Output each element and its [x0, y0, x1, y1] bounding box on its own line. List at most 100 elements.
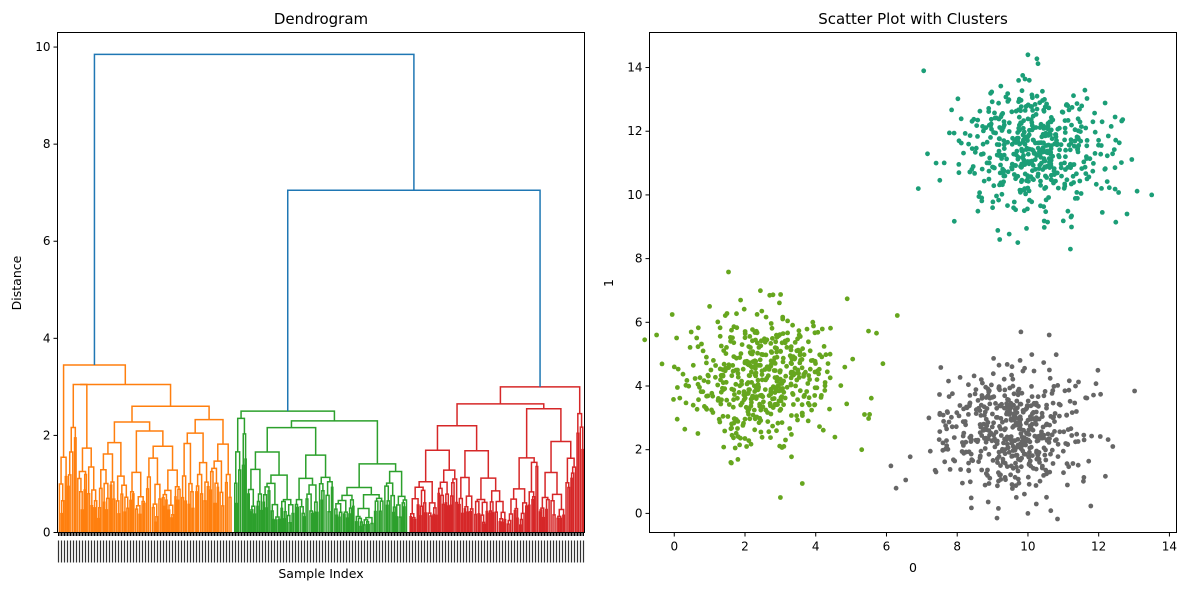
scatter-point	[1077, 178, 1083, 184]
scatter-point	[1010, 383, 1016, 389]
scatter-point	[1023, 191, 1028, 197]
dendrogram-xtick-label	[384, 540, 387, 563]
scatter-point	[1015, 135, 1021, 141]
scatter-point	[717, 366, 723, 372]
scatter-point	[768, 363, 774, 369]
scatter-point	[973, 407, 979, 413]
scatter-point	[1002, 387, 1008, 393]
scatter-point	[695, 431, 701, 436]
dendrogram-link	[535, 465, 539, 533]
dendrogram-link	[234, 482, 238, 533]
scatter-point	[747, 416, 753, 422]
scatter-point	[969, 457, 975, 463]
scatter-point	[1022, 171, 1028, 177]
dendrogram-panel: Dendrogram 0 2 4 6 8 10 Sample Index Distance	[9, 10, 585, 581]
scatter-point	[697, 375, 703, 381]
scatter-point	[1062, 130, 1068, 135]
scatter-point	[984, 139, 990, 145]
dendrogram-link	[418, 480, 433, 503]
dendrogram-link	[351, 505, 355, 533]
scatter-point	[735, 374, 741, 380]
scatter-point	[1108, 124, 1114, 129]
dendrogram-xtick-label	[363, 540, 366, 563]
scatter-point	[799, 481, 805, 486]
dendrogram-xtick-label	[480, 540, 483, 563]
dendrogram-xtick-label	[255, 540, 258, 563]
scatter-point	[1004, 411, 1009, 417]
scatter-point	[768, 358, 774, 364]
scatter-point	[1072, 127, 1078, 133]
scatter-point	[1069, 433, 1075, 438]
scatter-point	[797, 388, 803, 394]
scatter-point	[710, 393, 716, 399]
scatter-point	[748, 396, 754, 402]
scatter-point	[784, 363, 789, 369]
scatter-point	[742, 335, 748, 341]
scatter-point	[1031, 137, 1036, 143]
scatter-point	[1016, 155, 1021, 160]
scatter-point	[998, 426, 1003, 432]
scatter-point	[961, 430, 967, 436]
scatter-point	[1093, 181, 1099, 187]
scatter-point	[1084, 154, 1089, 160]
scatter-point	[792, 371, 798, 376]
scatter-point	[741, 389, 747, 394]
scatter-point	[998, 180, 1004, 186]
dendrogram-xtick-label	[525, 540, 528, 563]
scatter-point	[1013, 422, 1019, 427]
scatter-point	[806, 395, 812, 401]
dendrogram-link	[110, 481, 115, 500]
scatter-point	[1034, 93, 1040, 99]
scatter-point	[1012, 416, 1018, 421]
dendrogram-link	[123, 511, 127, 533]
scatter-point	[1002, 393, 1008, 399]
dendrogram-xtick-label	[162, 540, 165, 563]
dendrogram-xtick-label	[381, 540, 384, 563]
scatter-point	[975, 117, 981, 123]
scatter-point	[1061, 470, 1066, 476]
scatter-point	[686, 383, 692, 389]
dendrogram-link	[256, 505, 259, 533]
dendrogram-link	[427, 512, 432, 533]
scatter-point	[747, 334, 753, 339]
dendrogram-link	[260, 509, 263, 533]
scatter-point	[1065, 427, 1071, 432]
scatter-point	[1051, 180, 1056, 186]
dendrogram-link	[105, 509, 109, 533]
dendrogram-xtick-label	[135, 540, 138, 563]
scatter-point	[998, 153, 1004, 158]
scatter-point	[1034, 450, 1039, 455]
scatter-point	[1013, 108, 1019, 114]
scatter-point	[812, 330, 818, 336]
dendrogram-xtick-label	[504, 540, 507, 563]
dendrogram-link	[93, 507, 97, 533]
scatter-point	[746, 390, 751, 396]
scatter-point	[1048, 127, 1054, 133]
dendrogram-link	[485, 510, 489, 533]
scatter-point	[1099, 210, 1105, 215]
scatter-point	[789, 413, 794, 418]
scatter-point	[973, 387, 979, 392]
scatter-point	[921, 68, 927, 74]
dendrogram-xtick-label	[270, 540, 273, 563]
dendrogram-link	[266, 426, 317, 456]
scatter-point	[1042, 452, 1048, 458]
dendrogram-link	[270, 510, 274, 533]
dendrogram-xtick-label	[246, 540, 249, 563]
scatter-point	[768, 349, 774, 354]
dendrogram-link	[296, 506, 299, 533]
scatter-point	[971, 116, 977, 122]
dendrogram-link	[499, 386, 581, 414]
scatter-point	[990, 411, 995, 417]
scatter-point	[907, 454, 913, 460]
dendrogram-xtick-label	[552, 540, 555, 563]
dendrogram-xtick-label	[120, 540, 123, 563]
dendrogram-xtick-label	[309, 540, 312, 563]
dendrogram-link	[167, 509, 171, 533]
dendrogram-xtick-label	[285, 540, 288, 563]
scatter-point	[986, 109, 992, 114]
scatter-point	[1020, 125, 1026, 131]
scatter-point	[784, 384, 790, 390]
scatter-point	[1069, 410, 1075, 415]
scatter-point	[975, 208, 981, 214]
